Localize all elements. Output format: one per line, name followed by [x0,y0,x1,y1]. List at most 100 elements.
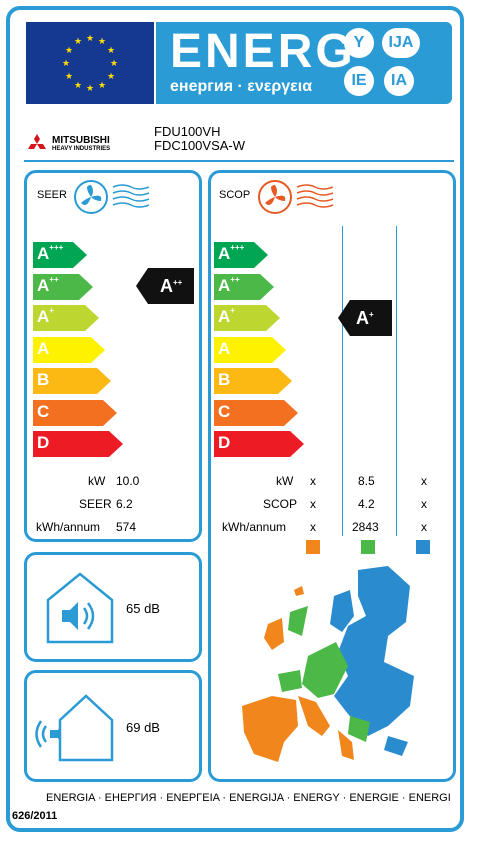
svg-text:★: ★ [107,46,115,56]
scop-class-arrow: B [214,368,292,394]
scop-kw-label: kW [276,474,294,488]
heat-fan-icon [257,179,293,220]
regulation-number: 626/2011 [12,810,58,822]
seer-class-arrow: A+ [33,305,99,331]
svg-text:★: ★ [98,37,106,47]
house-speaker-icon [44,570,116,649]
svg-text:★: ★ [65,46,73,56]
seer-annual-label: kWh/annum [36,520,101,534]
scop-class-arrow: A++ [214,273,274,300]
fan-icon [73,179,109,220]
seer-kw-label: kW [88,474,106,488]
scop-class-label: A+ [218,306,235,326]
scop-class-label: B [218,370,231,389]
svg-text:★: ★ [98,81,106,91]
outdoor-noise-value: 69 dB [126,720,160,735]
energy-banner: ENERG енергия · ενεργεια Y IJA IE IA [156,22,452,104]
zone-warmer-swatch [416,540,430,554]
seer-class-arrow: A+++ [33,242,87,268]
seer-seer-label: SEER [79,497,112,511]
seer-rating-plus: ++ [173,278,183,287]
language-bubble: IJA [382,28,420,58]
scop-kw-warm: x [421,474,427,488]
scop-class-arrow: A [214,336,286,363]
scop-scop-average: 4.2 [358,497,375,511]
svg-text:★: ★ [107,72,115,82]
scop-scop-label: SCOP [263,497,298,511]
svg-text:★: ★ [110,59,118,69]
scop-title: SCOP [219,189,251,201]
energy-title: ENERG [170,25,356,78]
seer-class-label: A++ [37,274,59,295]
brand-logo-icon [26,134,48,159]
svg-text:★: ★ [65,72,73,82]
svg-text:★: ★ [74,37,82,47]
europe-map-icon [238,566,416,777]
scop-annual-cold: x [310,520,316,534]
scop-class-arrow: C [214,399,298,426]
seer-class-arrow: C [33,399,117,426]
model-indoor: FDU100VH [154,124,221,139]
eu-flag-icon: ★ ★ ★ ★ ★ ★ ★ ★ ★ ★ ★ ★ [26,22,154,104]
house-sound-wave-icon [32,690,116,767]
scop-panel: SCOP [208,170,456,782]
language-bubble: Y [344,28,374,58]
language-bubble: IA [384,66,414,96]
scop-column-divider [342,226,343,536]
svg-text:★: ★ [86,84,94,94]
svg-text:★: ★ [74,81,82,91]
scop-class-label: A+++ [218,243,245,263]
scop-kw-average: 8.5 [358,474,375,488]
scop-kw-cold: x [310,474,316,488]
seer-seer-value: 6.2 [116,497,133,511]
scop-class-label: C [218,401,231,421]
scop-class-label: A++ [218,274,240,295]
scop-annual-label: kWh/annum [222,520,287,534]
scop-rating-badge: A+ [338,300,392,336]
scop-class-label: D [218,433,231,452]
scop-scop-warm: x [421,497,427,511]
seer-class-label: C [37,401,50,421]
header-divider [24,160,454,162]
scop-class-arrow: A+ [214,305,280,331]
scop-column-divider [396,226,397,536]
seer-class-label: A [37,338,50,358]
seer-class-arrow: B [33,368,111,394]
brand-line-1: MITSUBISHI [52,135,110,146]
indoor-noise-value: 65 dB [126,601,160,616]
seer-class-arrow: A [33,336,105,363]
outdoor-noise-panel [24,670,202,782]
zone-colder-swatch [306,540,320,554]
scop-class-arrow: D [214,431,304,457]
scop-class-arrow: A+++ [214,242,268,268]
seer-kw-value: 10.0 [116,474,140,488]
scop-class-label: A [218,338,231,358]
seer-class-label: A+ [37,306,54,326]
model-outdoor: FDC100VSA-W [154,138,246,153]
svg-text:★: ★ [86,34,94,44]
cool-air-icon [111,183,151,214]
footer-languages: ENERGIA · ЕНЕРГИЯ · ΕΝΕΡΓΕΙΑ · ENERGIJA … [46,792,451,804]
seer-class-label: B [37,370,50,389]
seer-panel: SEER [24,170,202,542]
svg-text:★: ★ [62,59,70,69]
scop-scop-cold: x [310,497,316,511]
seer-rating-letter: A [160,276,173,296]
seer-class-arrow: D [33,431,123,457]
scop-rating-plus: + [369,310,374,319]
scop-annual-warm: x [421,520,427,534]
zone-average-swatch [361,540,375,554]
seer-class-arrow: A++ [33,273,93,300]
brand-line-2: HEAVY INDUSTRIES [52,146,111,152]
indoor-noise-panel [24,552,202,662]
language-bubble: IE [344,66,374,96]
seer-class-label: D [37,433,50,452]
scop-rating-letter: A [356,308,369,328]
seer-rating-badge: A++ [136,268,194,304]
label-frame [6,6,464,832]
energy-subtitle: енергия · ενεργεια [170,78,313,95]
scop-annual-average: 2843 [352,520,379,534]
heat-icon [295,183,335,214]
seer-class-label: A+++ [37,243,64,263]
model-block: FDU100VH FDC100VSA-W [154,125,245,153]
